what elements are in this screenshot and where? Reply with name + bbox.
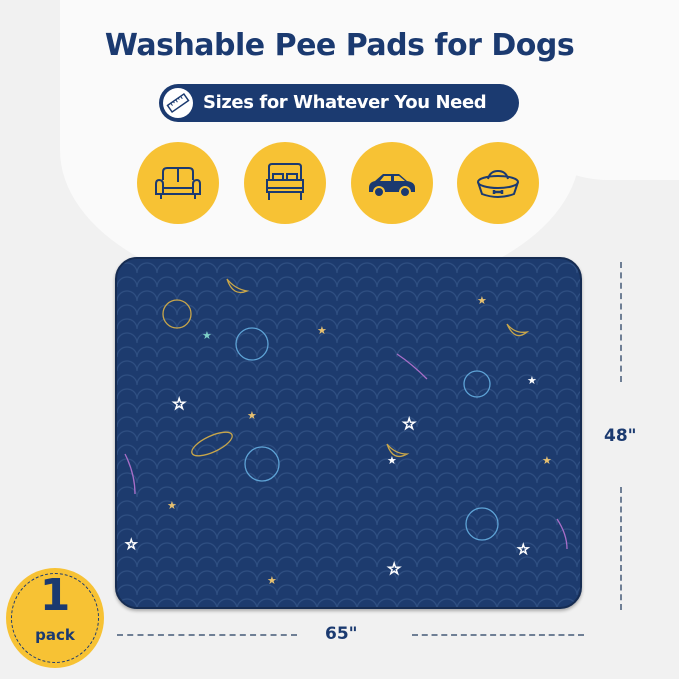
- svg-text:☆: ☆: [402, 414, 416, 433]
- svg-text:★: ★: [267, 574, 277, 587]
- width-dimension-label: 65": [325, 624, 358, 644]
- height-dimension-line-top: [620, 262, 622, 382]
- svg-text:★: ★: [387, 454, 397, 467]
- svg-text:★: ★: [247, 409, 257, 422]
- subtitle-pill: Sizes for Whatever You Need: [159, 84, 519, 122]
- bed-icon: [244, 142, 326, 224]
- ruler-icon: [163, 88, 193, 118]
- width-dimension-line-left: [117, 634, 297, 636]
- svg-text:★: ★: [167, 499, 177, 512]
- svg-text:★: ★: [317, 324, 327, 337]
- svg-text:☆: ☆: [172, 394, 186, 413]
- width-dimension-line-right: [412, 634, 584, 636]
- pack-label: pack: [35, 626, 75, 644]
- svg-text:☆: ☆: [125, 537, 138, 553]
- svg-text:★: ★: [202, 329, 212, 342]
- car-icon: [351, 142, 433, 224]
- svg-text:☆: ☆: [517, 542, 530, 558]
- height-dimension-label: 48": [604, 426, 637, 446]
- svg-text:★: ★: [527, 374, 537, 387]
- subtitle-text: Sizes for Whatever You Need: [203, 92, 487, 113]
- pack-count-badge: 1 pack: [6, 568, 104, 668]
- pet-bowl-icon: [457, 142, 539, 224]
- page-title: Washable Pee Pads for Dogs: [104, 28, 575, 63]
- pack-count: 1: [39, 570, 71, 621]
- height-dimension-line-bottom: [620, 487, 622, 610]
- svg-text:★: ★: [542, 454, 552, 467]
- svg-text:★: ★: [477, 294, 487, 307]
- svg-text:☆: ☆: [387, 559, 401, 578]
- sofa-icon: [137, 142, 219, 224]
- pee-pad-image: ★ ★ ★ ★ ★ ★ ★ ★ ★ ☆ ☆ ☆ ☆ ☆: [115, 257, 582, 609]
- badge-dashed-ring: [11, 573, 99, 663]
